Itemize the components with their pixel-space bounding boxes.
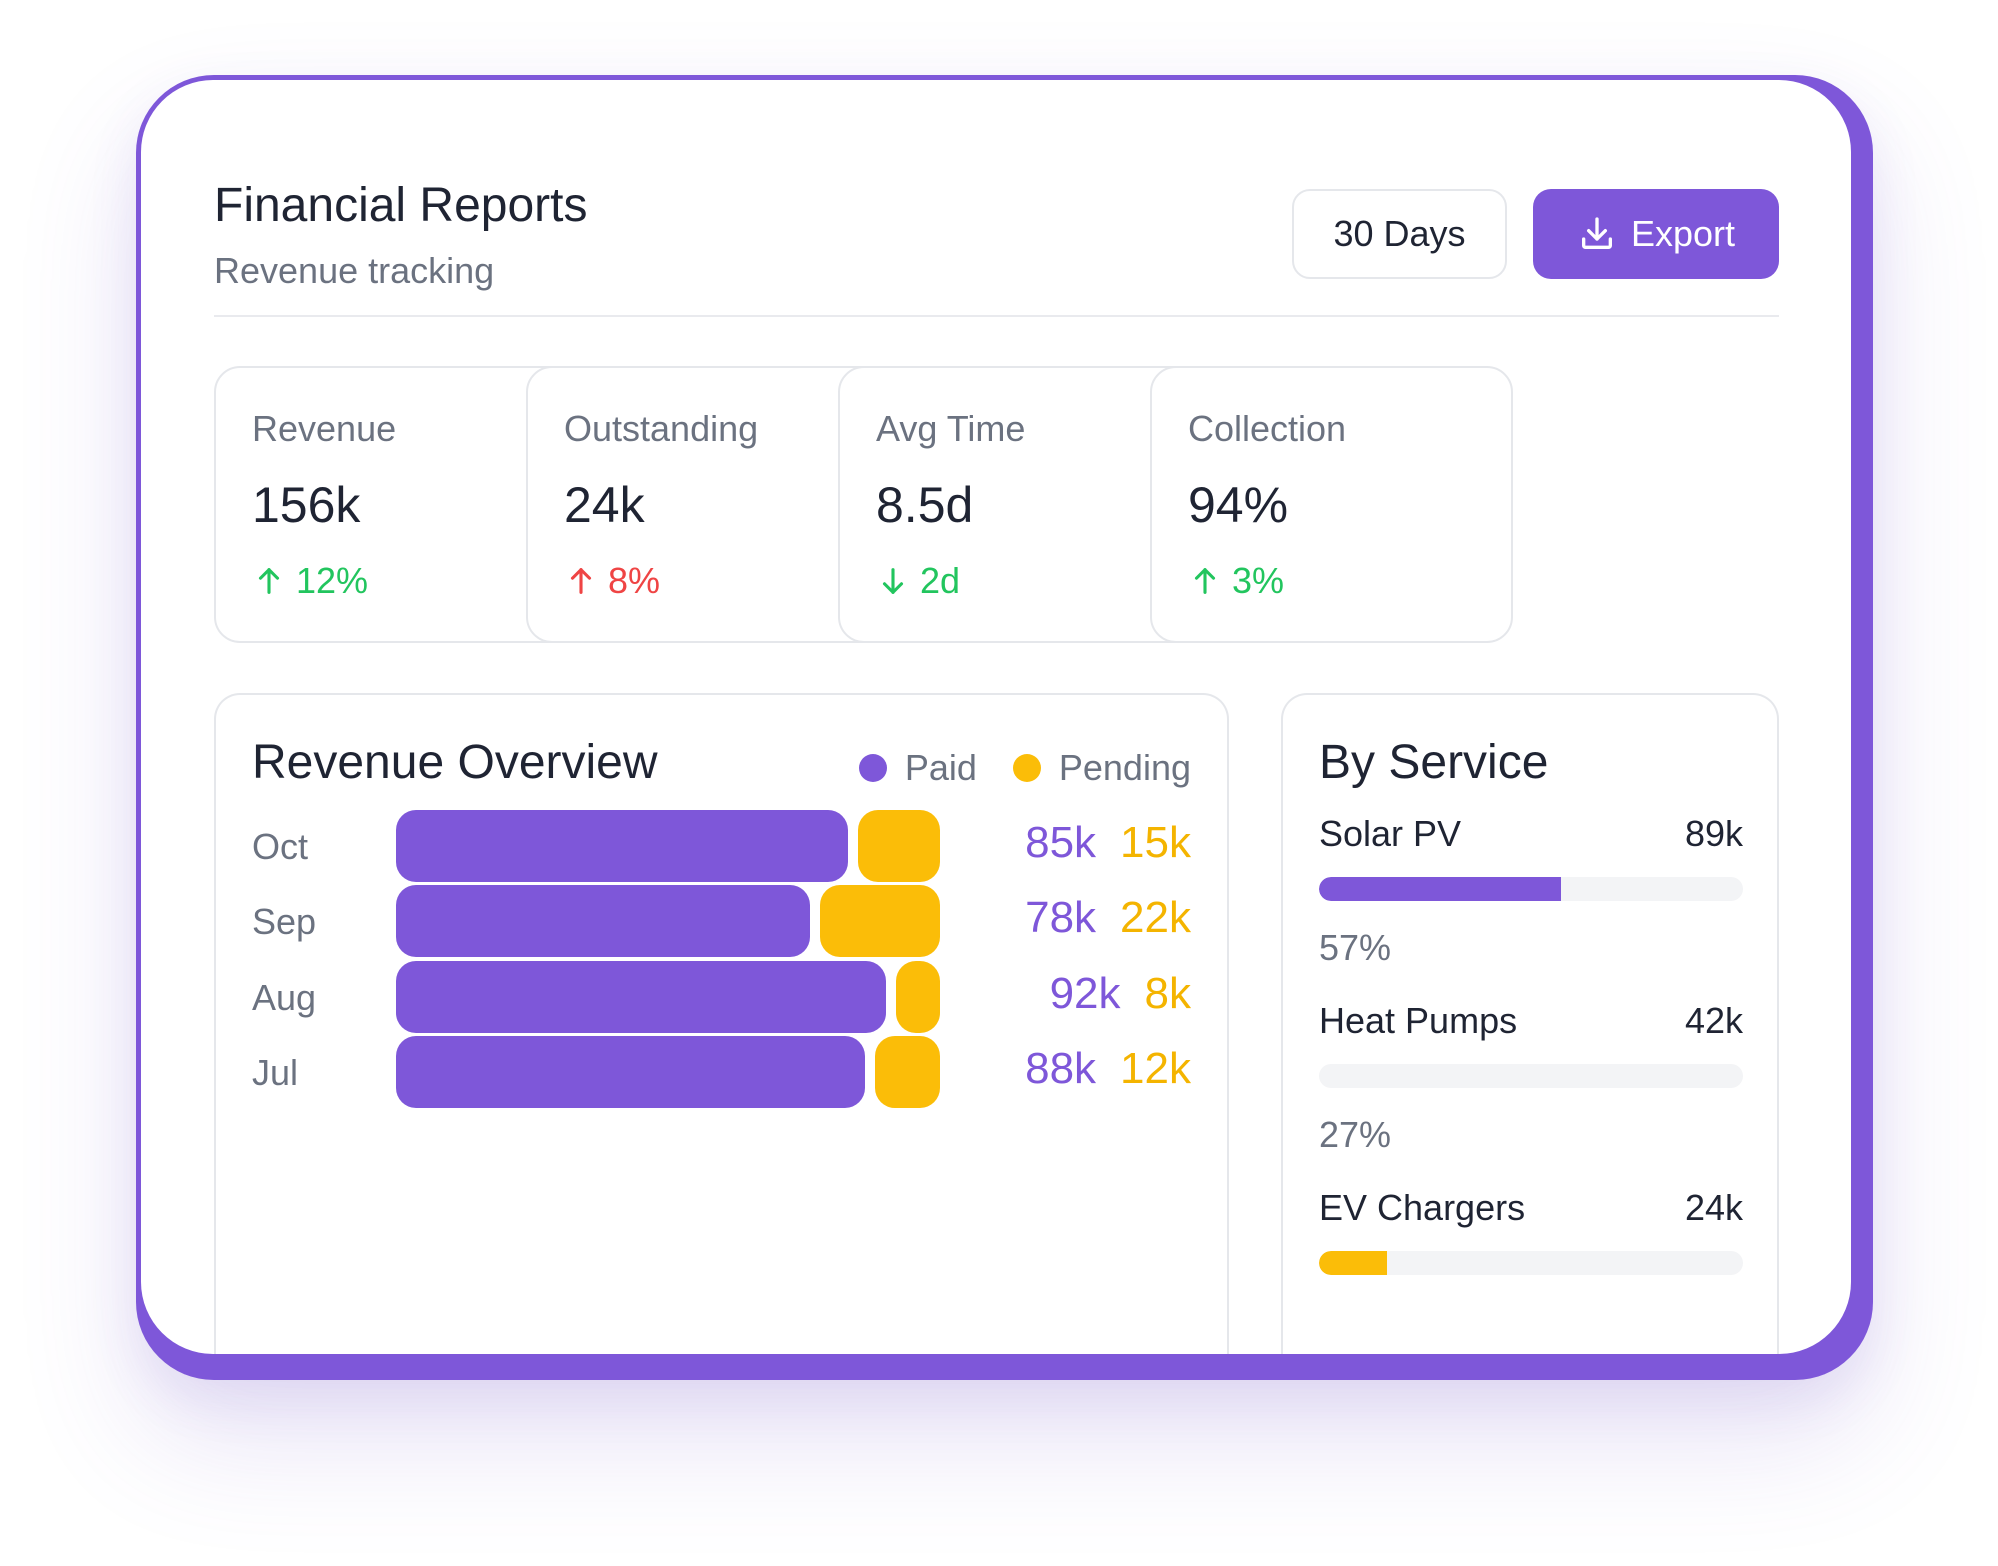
stat-delta: 8% [564, 560, 660, 602]
date-range-button[interactable]: 30 Days [1292, 189, 1507, 279]
service-item-heat-pumps: Heat Pumps 42k 27% [1319, 1000, 1743, 1156]
by-service-title: By Service [1319, 736, 1549, 789]
bar-values: 88k 12k [1025, 1044, 1191, 1094]
legend-pending: Pending [1012, 747, 1191, 789]
stat-delta: 2d [876, 560, 960, 602]
paid-value-label: 88k [1025, 1044, 1097, 1093]
arrow-up-icon [1194, 568, 1216, 594]
paid-value-label: 85k [1025, 818, 1097, 867]
pending-value-label: 12k [1120, 1044, 1191, 1093]
bar-row-aug: Aug 92k 8k [216, 961, 1227, 1033]
bar-paid [396, 810, 849, 882]
page-title: Financial Reports [214, 179, 588, 232]
stat-value: 94% [1188, 477, 1289, 533]
page-subtitle: Revenue tracking [214, 250, 495, 291]
service-progress-track [1319, 1064, 1743, 1088]
legend-pending-dot [1012, 754, 1041, 782]
pending-value-label: 22k [1120, 893, 1191, 942]
bar-month-label: Sep [252, 901, 317, 942]
stat-card-outstanding: Outstanding 24k 8% [526, 366, 889, 643]
bar-pending [858, 810, 940, 882]
bar-values: 85k 15k [1025, 818, 1191, 868]
stat-delta-value: 12% [296, 560, 369, 601]
stat-delta-value: 8% [608, 560, 661, 601]
arrow-up-icon [570, 568, 592, 594]
bar-pending [820, 885, 940, 957]
service-header: EV Chargers 24k [1319, 1187, 1743, 1229]
paid-value-label: 92k [1049, 969, 1121, 1018]
legend-paid: Paid [858, 747, 977, 789]
stat-label: Avg Time [876, 408, 1026, 449]
service-item-solar-pv: Solar PV 89k 57% [1319, 813, 1743, 969]
bar-row-jul: Jul 88k 12k [216, 1036, 1227, 1108]
bar-values: 92k 8k [1050, 969, 1191, 1019]
bar-values: 78k 22k [1025, 893, 1191, 943]
arrow-down-icon [882, 568, 904, 594]
arrow-up-icon [258, 568, 280, 594]
bar-row-sep: Sep 78k 22k [216, 885, 1227, 957]
chart-legend: Paid Pending [858, 747, 1191, 789]
pending-value-label: 15k [1120, 818, 1191, 867]
stat-card-collection: Collection 94% 3% [1150, 366, 1513, 643]
service-progress-track [1319, 877, 1743, 901]
bar-month-label: Oct [252, 826, 309, 867]
bar-paid [396, 885, 811, 957]
by-service-panel: By Service Solar PV 89k 57% Heat Pumps 42k 27… [1281, 693, 1779, 1354]
stat-delta-value: 2d [920, 560, 961, 601]
stat-value: 8.5d [876, 477, 974, 533]
bar-month-label: Aug [252, 977, 317, 1018]
service-progress-fill [1319, 1251, 1387, 1275]
legend-pending-label: Pending [1058, 747, 1191, 788]
stat-card-avg-time: Avg Time 8.5d 2d [838, 366, 1201, 643]
stat-delta: 12% [252, 560, 368, 602]
service-percent: 57% [1319, 927, 1392, 968]
stat-label: Revenue [252, 408, 397, 449]
service-value: 24k [1684, 1187, 1743, 1228]
bar-row-oct: Oct 85k 15k [216, 810, 1227, 882]
bar-pending [874, 1036, 940, 1108]
stat-label: Outstanding [564, 408, 759, 449]
export-button[interactable]: Export [1533, 189, 1779, 279]
stat-card-revenue: Revenue 156k 12% [214, 366, 577, 643]
stat-value: 156k [252, 477, 361, 533]
pending-value-label: 8k [1144, 969, 1191, 1018]
service-item-ev-chargers: EV Chargers 24k [1319, 1187, 1743, 1275]
bar-month-label: Jul [252, 1052, 299, 1093]
stat-value: 24k [564, 477, 645, 533]
revenue-overview-title: Revenue Overview [252, 736, 658, 789]
export-label: Export [1630, 213, 1736, 254]
service-percent: 27% [1319, 1114, 1392, 1155]
stat-delta-value: 3% [1232, 560, 1285, 601]
service-progress-fill [1319, 877, 1561, 901]
stat-delta: 3% [1188, 560, 1284, 602]
download-icon [1581, 217, 1612, 249]
bar-pending [896, 961, 940, 1033]
header-divider [214, 315, 1779, 317]
bar-paid [396, 1036, 865, 1108]
date-range-label: 30 Days [1333, 213, 1466, 254]
legend-paid-label: Paid [904, 747, 977, 788]
service-header: Heat Pumps 42k [1319, 1000, 1743, 1042]
bar-paid [396, 961, 887, 1033]
service-header: Solar PV 89k [1319, 813, 1743, 855]
legend-paid-dot [858, 754, 887, 782]
service-name: Solar PV [1319, 813, 1462, 854]
service-name: EV Chargers [1319, 1187, 1526, 1228]
service-name: Heat Pumps [1319, 1000, 1518, 1041]
revenue-overview-panel: Revenue Overview Paid Pending Oct 85k 15k S… [214, 693, 1229, 1354]
service-value: 89k [1684, 813, 1743, 854]
paid-value-label: 78k [1025, 893, 1097, 942]
service-progress-track [1319, 1251, 1743, 1275]
service-value: 42k [1684, 1000, 1743, 1041]
financial-reports-card: Financial Reports Revenue tracking 30 Da… [141, 80, 1851, 1354]
stat-label: Collection [1188, 408, 1347, 449]
